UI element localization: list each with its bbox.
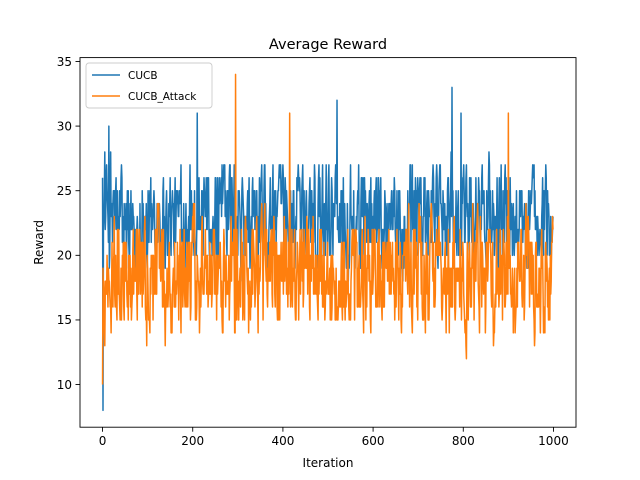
series-line-cucb-attack: [101, 73, 554, 385]
x-tick-label: 1000: [538, 434, 569, 448]
legend-label-cucb-attack: CUCB_Attack: [128, 91, 197, 103]
legend: CUCB CUCB_Attack: [85, 62, 213, 109]
y-tick-label: 35: [57, 55, 72, 69]
plot-frame: [79, 57, 577, 428]
x-tick-label: 600: [362, 434, 385, 448]
x-tick-label: 400: [271, 434, 294, 448]
y-tick-label: 25: [57, 184, 72, 198]
y-tick-label: 20: [57, 249, 72, 263]
x-tick-label: 800: [452, 434, 475, 448]
y-tick-label: 30: [57, 119, 72, 133]
x-axis: 0 200 400 600 800 1000: [99, 427, 569, 448]
y-tick-label: 10: [57, 378, 72, 392]
x-axis-label: Iteration: [303, 456, 354, 470]
chart-title: Average Reward: [269, 37, 387, 53]
y-axis-label: Reward: [32, 220, 46, 265]
y-axis: 10 15 20 25 30 35: [57, 55, 80, 392]
y-tick-label: 15: [57, 313, 72, 327]
x-tick-label: 0: [99, 434, 107, 448]
legend-label-cucb: CUCB: [128, 70, 158, 82]
x-tick-label: 200: [181, 434, 204, 448]
